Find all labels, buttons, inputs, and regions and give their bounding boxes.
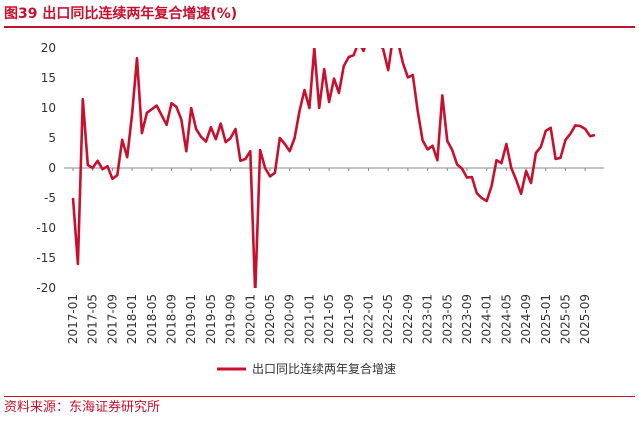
x-tick-label: 2020-01 [243, 294, 257, 344]
y-tick-label: 20 [41, 41, 56, 55]
x-tick-label: 2025-09 [578, 294, 592, 344]
x-tick-label: 2023-01 [421, 294, 435, 344]
x-tick-label: 2017-09 [105, 294, 119, 344]
x-tick-label: 2020-05 [263, 294, 277, 344]
y-tick-label: -20 [36, 281, 56, 295]
source-note: 资料来源：东海证券研究所 [4, 396, 635, 419]
y-tick-label: -15 [36, 251, 56, 265]
legend-label: 出口同比连续两年复合增速 [252, 361, 396, 376]
x-tick-label: 2022-05 [381, 294, 395, 344]
x-tick-label: 2021-05 [322, 294, 336, 344]
x-tick-label: 2018-01 [125, 294, 139, 344]
y-tick-label: 10 [41, 101, 56, 115]
x-tick-label: 2025-01 [539, 294, 553, 344]
x-tick-label: 2019-09 [224, 294, 238, 344]
x-tick-label: 2021-09 [342, 294, 356, 344]
x-tick-label: 2018-05 [145, 294, 159, 344]
y-tick-label: 0 [48, 161, 56, 175]
x-tick-label: 2020-09 [283, 294, 297, 344]
x-tick-label: 2022-09 [401, 294, 415, 344]
y-tick-label: 5 [48, 131, 56, 145]
x-tick-label: 2024-09 [519, 294, 533, 344]
x-tick-label: 2024-05 [499, 294, 513, 344]
x-axis: 2017-01 2017-05 2017-09 2018-01 2018-05 2018-… [66, 168, 592, 344]
chart-title: 图39 出口同比连续两年复合增速(%) [4, 2, 635, 28]
x-tick-label: 2023-09 [460, 294, 474, 344]
x-tick-label: 2022-01 [361, 294, 375, 344]
x-tick-label: 2023-05 [440, 294, 454, 344]
x-tick-label: 2019-05 [204, 294, 218, 344]
y-tick-label: -10 [36, 221, 56, 235]
x-tick-label: 2017-05 [86, 294, 100, 344]
x-tick-label: 2017-01 [66, 294, 80, 344]
y-tick-label: 15 [41, 71, 56, 85]
x-tick-label: 2018-09 [164, 294, 178, 344]
y-tick-label: -5 [44, 191, 56, 205]
x-tick-label: 2025-05 [558, 294, 572, 344]
x-tick-label: 2024-01 [480, 294, 494, 344]
y-axis: -20 -15 -10 -5 0 5 10 15 20 [36, 41, 56, 295]
x-tick-label: 2021-01 [302, 294, 316, 344]
x-tick-label: 2019-01 [184, 294, 198, 344]
series-line [71, 48, 596, 288]
legend: 出口同比连续两年复合增速 [217, 361, 396, 376]
